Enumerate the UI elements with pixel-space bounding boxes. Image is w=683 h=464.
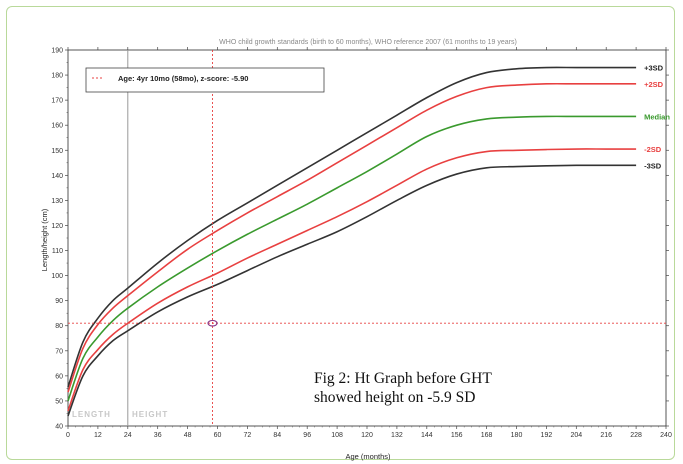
series-line-plus3sd xyxy=(67,66,637,388)
x-axis-label: Age (months) xyxy=(345,452,391,461)
x-tick-label: 144 xyxy=(421,432,433,439)
series-label-minus2sd: -2SD xyxy=(644,145,662,154)
x-tick-label: 204 xyxy=(570,432,582,439)
y-tick-label: 130 xyxy=(51,198,63,205)
series-line-median xyxy=(67,115,637,402)
series-line-minus2sd xyxy=(67,148,637,412)
y-tick-label: 100 xyxy=(51,273,63,280)
x-tick-label: 84 xyxy=(273,432,281,439)
plot-area xyxy=(67,49,667,427)
patient-data-point xyxy=(207,319,218,327)
y-tick-label: 90 xyxy=(55,298,63,305)
caption-line-2: showed height on -5.9 SD xyxy=(314,389,475,406)
y-tick-label: 70 xyxy=(55,348,63,355)
y-tick-label: 170 xyxy=(51,98,63,105)
y-tick-label: 180 xyxy=(51,73,63,80)
y-tick-label: 140 xyxy=(51,173,63,180)
y-tick-label: 150 xyxy=(51,148,63,155)
y-axis-label: Length/height (cm) xyxy=(40,208,49,271)
x-tick-label: 60 xyxy=(214,432,222,439)
y-tick-label: 80 xyxy=(55,323,63,330)
series-label-plus2sd: +2SD xyxy=(644,80,664,89)
x-tick-label: 12 xyxy=(94,432,102,439)
series-label-plus3sd: +3SD xyxy=(644,64,664,73)
y-tick-label: 120 xyxy=(51,223,63,230)
x-tick-label: 120 xyxy=(361,432,373,439)
x-tick-label: 24 xyxy=(124,432,132,439)
x-tick-label: 240 xyxy=(660,432,672,439)
x-tick-label: 180 xyxy=(511,432,523,439)
series-line-plus2sd xyxy=(67,82,637,393)
x-tick-label: 0 xyxy=(66,432,70,439)
y-tick-label: 50 xyxy=(55,398,63,405)
x-tick-label: 108 xyxy=(331,432,343,439)
legend-entry: Age: 4yr 10mo (58mo), z-score: -5.90 xyxy=(118,74,248,83)
series-label-median: Median xyxy=(644,112,670,121)
x-tick-label: 72 xyxy=(244,432,252,439)
legend: Age: 4yr 10mo (58mo), z-score: -5.90 xyxy=(85,67,325,93)
y-tick-label: 160 xyxy=(51,123,63,130)
y-tick-label: 110 xyxy=(52,248,63,255)
x-tick-label: 48 xyxy=(184,432,192,439)
chart-title: WHO child growth standards (birth to 60 … xyxy=(219,39,517,46)
series-line-minus3sd xyxy=(67,164,637,417)
caption-line-1: Fig 2: Ht Graph before GHT xyxy=(314,370,492,387)
x-tick-label: 192 xyxy=(541,432,553,439)
length-label: LENGTH xyxy=(72,410,111,419)
x-tick-label: 96 xyxy=(303,432,311,439)
x-tick-label: 36 xyxy=(154,432,162,439)
y-tick-label: 190 xyxy=(51,48,63,55)
series-label-minus3sd: -3SD xyxy=(644,161,662,170)
y-tick-label: 60 xyxy=(55,373,63,380)
x-tick-label: 168 xyxy=(481,432,493,439)
x-tick-label: 228 xyxy=(630,432,642,439)
x-tick-label: 132 xyxy=(391,432,403,439)
height-label: HEIGHT xyxy=(132,410,168,419)
y-tick-label: 40 xyxy=(55,424,63,431)
x-tick-label: 156 xyxy=(451,432,463,439)
x-tick-label: 216 xyxy=(600,432,612,439)
